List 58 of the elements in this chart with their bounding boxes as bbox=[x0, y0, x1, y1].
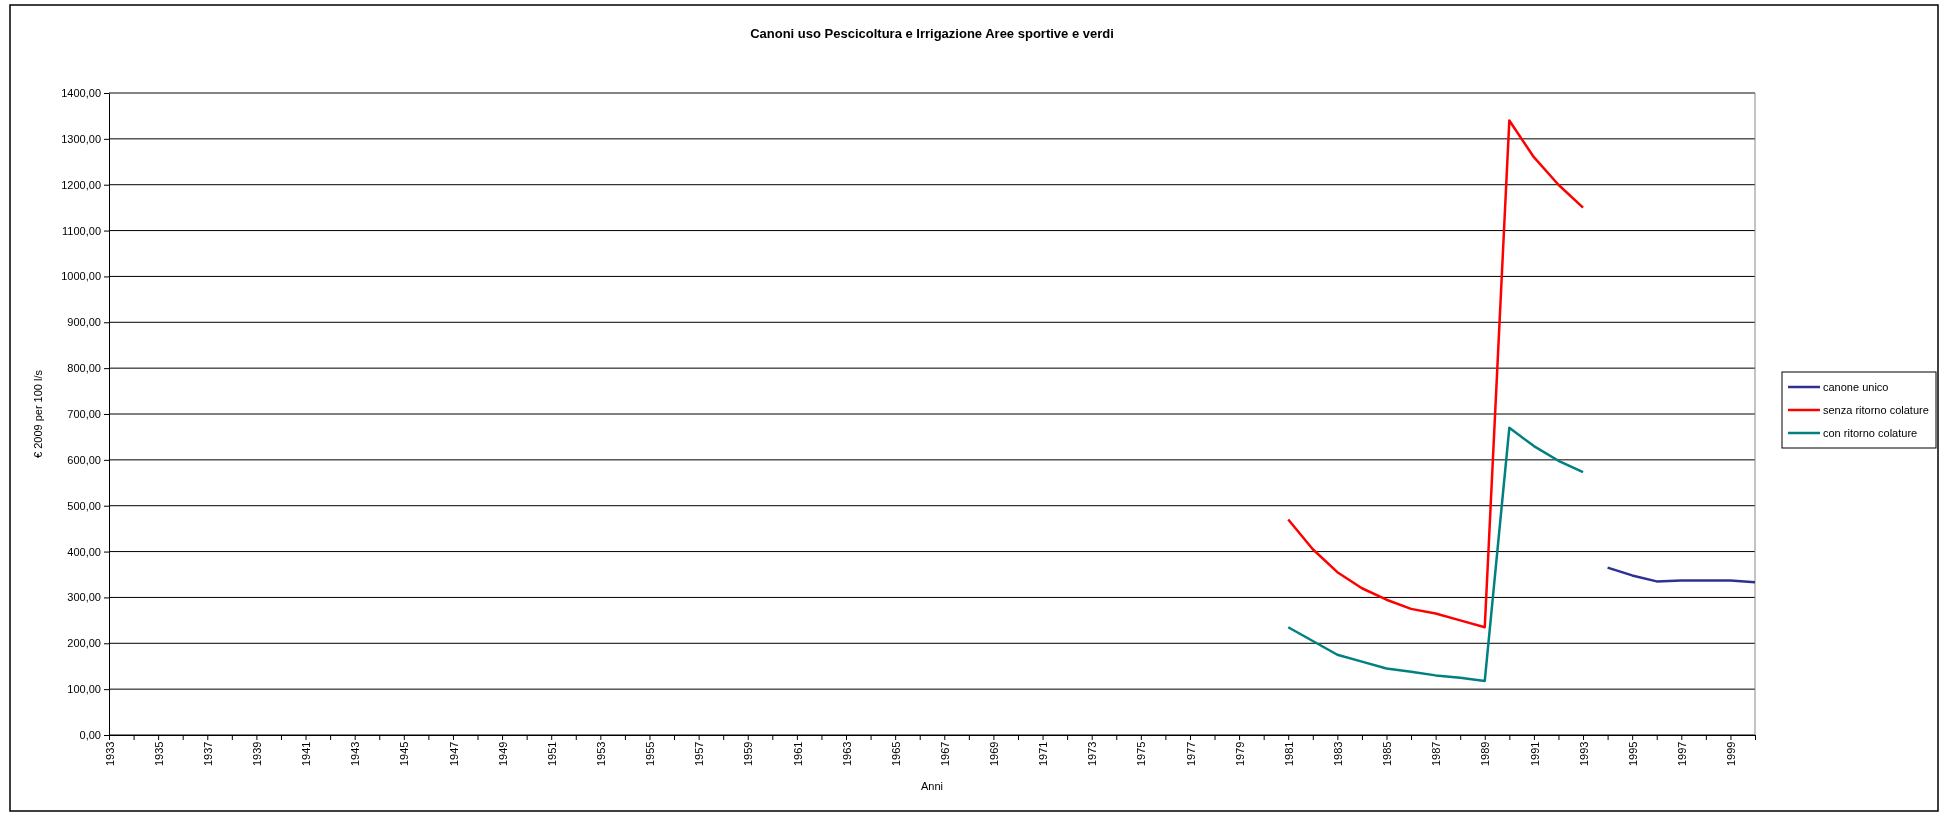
x-tick-label: 1991 bbox=[1528, 741, 1541, 767]
x-tick-label: 1985 bbox=[1381, 741, 1394, 767]
y-tick-label: 800,00 bbox=[67, 362, 101, 375]
x-tick-label: 1997 bbox=[1675, 741, 1688, 767]
x-tick-label: 1989 bbox=[1479, 741, 1492, 767]
y-axis-title: € 2009 per 100 l/s bbox=[32, 369, 44, 459]
y-tick-label: 1100,00 bbox=[62, 224, 101, 237]
x-tick-label: 1935 bbox=[152, 741, 165, 767]
x-tick-label: 1999 bbox=[1725, 741, 1738, 767]
legend-label: senza ritorno colature bbox=[1823, 404, 1929, 416]
x-axis-title: Anni bbox=[920, 780, 944, 792]
line-series bbox=[1606, 566, 1757, 584]
line-series bbox=[1286, 426, 1585, 683]
chart-title: Canoni uso Pescicoltura e Irrigazione Aree sportive e verdi bbox=[750, 26, 1114, 41]
x-tick-label: 1961 bbox=[791, 741, 804, 767]
x-tick-label: 1949 bbox=[496, 741, 509, 767]
x-tick-label: 1959 bbox=[742, 741, 755, 767]
y-tick-label: 600,00 bbox=[67, 453, 101, 466]
x-tick-label: 1957 bbox=[693, 741, 706, 767]
x-tick-label: 1933 bbox=[103, 741, 116, 767]
x-tick-label: 1995 bbox=[1626, 741, 1639, 767]
y-tick-label: 500,00 bbox=[67, 499, 101, 512]
line-series bbox=[1286, 119, 1585, 629]
y-tick-label: 1400,00 bbox=[61, 87, 101, 100]
y-tick-label: 200,00 bbox=[67, 637, 101, 650]
y-tick-label: 300,00 bbox=[67, 591, 101, 604]
y-tick-label: 900,00 bbox=[67, 316, 101, 329]
x-tick-label: 1967 bbox=[938, 741, 951, 767]
y-tick-label: 1000,00 bbox=[61, 270, 101, 283]
x-tick-label: 1987 bbox=[1430, 741, 1443, 767]
x-tick-label: 1937 bbox=[201, 741, 214, 767]
x-tick-label: 1969 bbox=[988, 741, 1001, 767]
y-tick-label: 100,00 bbox=[67, 683, 101, 696]
x-tick-label: 1993 bbox=[1577, 741, 1590, 767]
x-tick-label: 1979 bbox=[1233, 741, 1246, 767]
x-tick-label: 1973 bbox=[1086, 741, 1099, 767]
y-tick-label: 400,00 bbox=[67, 545, 101, 558]
y-tick-label: 1200,00 bbox=[61, 178, 101, 191]
x-tick-label: 1963 bbox=[840, 741, 853, 767]
x-tick-label: 1941 bbox=[300, 741, 313, 767]
x-tick-label: 1945 bbox=[398, 741, 411, 767]
legend-label: canone unico bbox=[1823, 381, 1889, 393]
x-tick-label: 1971 bbox=[1037, 741, 1050, 767]
x-tick-label: 1939 bbox=[251, 741, 264, 767]
x-tick-label: 1975 bbox=[1135, 741, 1148, 767]
x-tick-label: 1977 bbox=[1184, 741, 1197, 767]
x-tick-label: 1943 bbox=[349, 741, 362, 767]
y-tick-label: 0,00 bbox=[79, 729, 101, 742]
y-tick-label: 700,00 bbox=[67, 408, 101, 421]
x-tick-label: 1965 bbox=[889, 741, 902, 767]
x-tick-label: 1981 bbox=[1282, 741, 1295, 767]
x-tick-label: 1953 bbox=[594, 741, 607, 767]
legend-label: con ritorno colature bbox=[1823, 427, 1918, 439]
x-tick-label: 1955 bbox=[644, 741, 657, 767]
y-tick-label: 1300,00 bbox=[61, 132, 101, 145]
x-tick-label: 1947 bbox=[447, 741, 460, 767]
x-tick-label: 1951 bbox=[545, 741, 558, 767]
x-tick-label: 1983 bbox=[1332, 741, 1345, 767]
